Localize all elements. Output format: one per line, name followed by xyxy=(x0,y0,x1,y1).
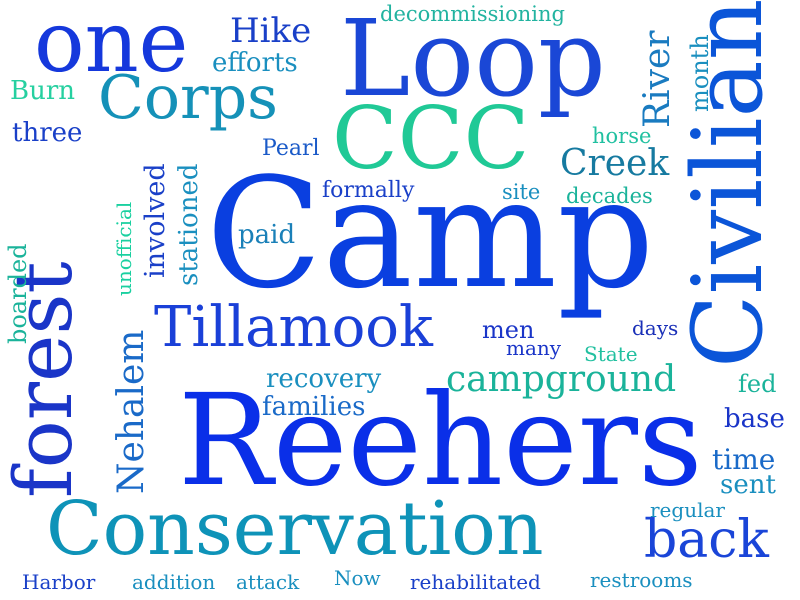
word-many: many xyxy=(506,336,562,360)
word-now: Now xyxy=(334,566,381,590)
word-addition: addition xyxy=(132,570,216,594)
word-back: back xyxy=(644,510,769,570)
word-paid: paid xyxy=(238,220,296,250)
word-creek: Creek xyxy=(560,143,670,184)
word-corps: Corps xyxy=(98,63,278,133)
word-camp: Camp xyxy=(206,145,655,322)
word-burn: Burn xyxy=(10,76,76,106)
word-recovery: recovery xyxy=(266,364,382,394)
word-regular: regular xyxy=(650,498,725,522)
word-site: site xyxy=(502,180,541,204)
word-families: families xyxy=(262,392,366,422)
word-three: three xyxy=(12,118,83,148)
word-restrooms: restrooms xyxy=(590,568,693,592)
word-hike: Hike xyxy=(230,11,312,51)
word-tillamook: Tillamook xyxy=(154,295,433,360)
word-month: month xyxy=(686,34,714,112)
word-formally: formally xyxy=(322,178,415,203)
word-ccc: CCC xyxy=(332,89,530,189)
word-boarded: boarded xyxy=(4,243,32,344)
word-river: River xyxy=(637,30,678,128)
word-rehabilitated: rehabilitated xyxy=(410,570,541,594)
word-involved: involved xyxy=(140,163,171,278)
word-days: days xyxy=(632,316,679,340)
word-decommissioning: decommissioning xyxy=(380,2,565,26)
word-attack: attack xyxy=(236,570,300,594)
word-fed: fed xyxy=(738,370,777,398)
word-unofficial: unofficial xyxy=(112,201,136,296)
word-decades: decades xyxy=(566,184,653,208)
word-men: men xyxy=(482,316,535,344)
word-nehalem: Nehalem xyxy=(111,329,152,494)
word-harbor: Harbor xyxy=(22,570,96,594)
word-conservation: Conservation xyxy=(46,486,544,572)
word-reehers: Reehers xyxy=(178,367,703,514)
word-state: State xyxy=(584,342,638,366)
word-loop: Loop xyxy=(340,0,606,120)
word-campground: campground xyxy=(446,359,677,400)
word-time: time xyxy=(712,443,776,476)
word-one: one xyxy=(34,0,189,91)
word-base: base xyxy=(724,404,785,434)
word-pearl: Pearl xyxy=(262,136,320,161)
word-efforts: efforts xyxy=(212,48,298,78)
word-sent: sent xyxy=(720,470,776,500)
word-stationed: stationed xyxy=(174,163,204,286)
word-horse: horse xyxy=(592,124,652,148)
